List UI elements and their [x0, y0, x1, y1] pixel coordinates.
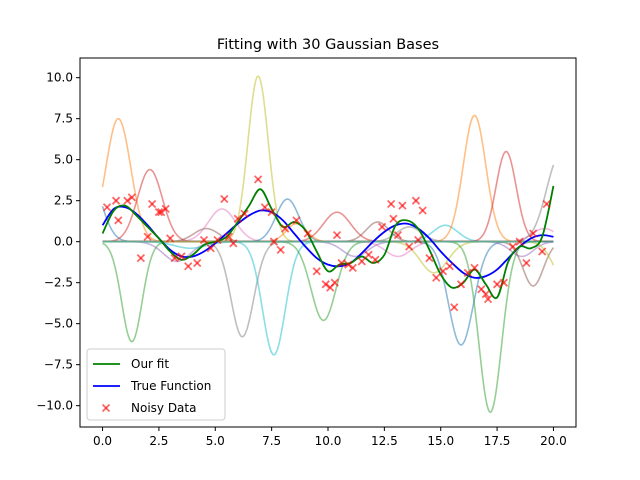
y-tick-label: −10.0	[36, 399, 73, 413]
y-tick-label: 10.0	[46, 71, 73, 85]
data-point	[220, 194, 229, 204]
x-tick-label: 10.0	[315, 434, 342, 448]
data-point	[102, 203, 112, 212]
data-point	[276, 245, 285, 255]
data-point	[492, 280, 502, 289]
data-point	[432, 273, 441, 282]
data-point	[483, 294, 493, 304]
x-tick-label: 0.0	[93, 434, 112, 448]
data-point	[348, 263, 357, 273]
data-point	[425, 253, 434, 263]
basis-curve	[102, 240, 554, 250]
gaussian-basis-curves	[101, 74, 555, 414]
data-point	[371, 255, 380, 264]
data-point	[253, 175, 263, 184]
data-point	[114, 216, 123, 225]
data-point	[405, 242, 414, 251]
data-point	[481, 290, 490, 299]
data-point	[398, 201, 407, 210]
legend-label-fit: Our fit	[131, 357, 169, 371]
data-point	[240, 209, 249, 218]
chart-title: Fitting with 30 Gaussian Bases	[217, 37, 439, 53]
x-tick-label: 15.0	[427, 434, 454, 448]
y-axis: −10.0 −7.5 −5.0 −2.5 0.0 2.5 5.0 7.5 10.0	[36, 71, 80, 413]
x-tick-label: 20.0	[540, 434, 567, 448]
x-tick-label: 17.5	[484, 434, 511, 448]
data-point	[463, 268, 472, 277]
data-point	[260, 203, 270, 212]
data-point	[542, 199, 551, 209]
data-point	[538, 247, 547, 256]
data-point	[377, 222, 387, 232]
data-point	[445, 262, 454, 271]
data-point	[177, 252, 186, 261]
data-point	[364, 250, 373, 259]
data-point	[161, 204, 170, 214]
y-tick-label: 5.0	[54, 153, 73, 167]
data-point	[438, 267, 448, 276]
data-point	[499, 278, 508, 287]
data-point	[418, 206, 427, 215]
data-point	[389, 214, 398, 223]
data-point	[303, 229, 312, 238]
data-point	[199, 235, 209, 245]
y-tick-label: 7.5	[54, 112, 73, 126]
y-tick-label: 0.0	[54, 235, 73, 249]
data-point	[515, 237, 524, 246]
y-tick-label: −2.5	[44, 276, 73, 290]
fit-line	[101, 185, 555, 300]
data-point	[269, 237, 279, 246]
data-point	[224, 232, 233, 241]
legend-label-true: True Function	[130, 379, 211, 393]
data-point	[148, 199, 157, 209]
legend-box	[86, 348, 226, 421]
data-point	[312, 267, 321, 276]
data-point	[411, 196, 421, 205]
data-point	[111, 196, 121, 205]
data-point	[206, 244, 215, 253]
data-point	[529, 229, 538, 238]
data-point	[337, 258, 346, 268]
y-tick-label: 2.5	[54, 194, 73, 208]
data-point	[414, 235, 423, 245]
x-tick-label: 12.5	[371, 434, 398, 448]
data-point	[184, 262, 193, 271]
x-tick-label: 5.0	[206, 434, 225, 448]
data-point	[136, 253, 146, 263]
data-point	[233, 214, 242, 223]
data-point	[357, 257, 366, 266]
y-tick-label: −7.5	[44, 358, 73, 372]
data-point	[332, 230, 342, 240]
data-point	[450, 303, 459, 312]
data-point	[393, 230, 403, 240]
noisy-data-points	[102, 175, 551, 312]
data-point	[330, 278, 339, 287]
data-point	[170, 253, 179, 263]
data-point	[508, 242, 518, 251]
data-point	[267, 208, 276, 217]
x-tick-label: 2.5	[149, 434, 168, 448]
data-point	[522, 258, 531, 268]
data-point	[213, 235, 222, 245]
data-point	[281, 224, 290, 233]
data-point	[456, 280, 466, 289]
legend: Our fit True Function Noisy Data	[86, 348, 226, 421]
data-point	[127, 193, 136, 202]
data-point	[386, 199, 396, 209]
data-point	[193, 258, 202, 268]
data-point	[292, 216, 301, 225]
data-point	[143, 232, 152, 241]
data-point	[166, 234, 175, 243]
legend-label-noisy: Noisy Data	[131, 401, 196, 415]
x-axis: 0.0 2.5 5.0 7.5 10.0 12.5 15.0 17.5 20.0	[93, 427, 567, 448]
data-point	[229, 239, 238, 248]
data-point	[470, 263, 479, 273]
data-point	[154, 208, 164, 217]
y-tick-label: −5.0	[44, 317, 73, 331]
legend-noisy-marker	[101, 403, 111, 413]
x-tick-label: 7.5	[262, 434, 281, 448]
